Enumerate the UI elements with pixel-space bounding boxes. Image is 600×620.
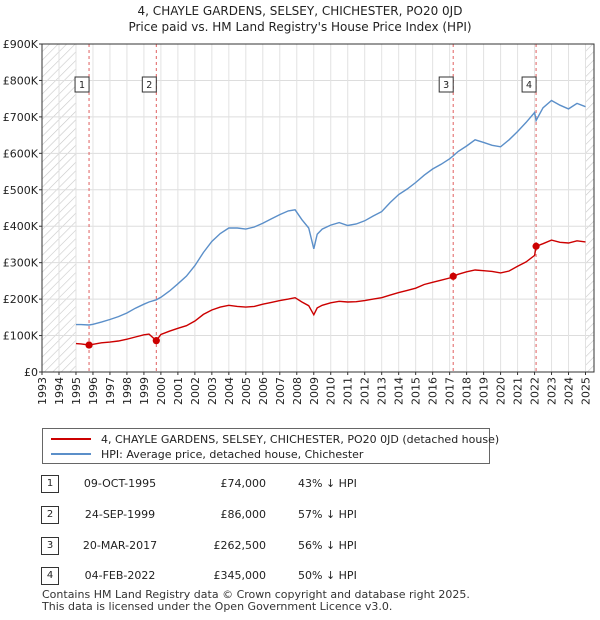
x-tick-label: 2001: [172, 377, 185, 405]
chart-subtitle: Price paid vs. HM Land Registry's House …: [128, 20, 472, 34]
plot-frame: [41, 43, 595, 373]
sale-number-badge: 2: [41, 506, 59, 524]
legend-swatch-hpi: [51, 453, 91, 455]
sale-marker-box: [74, 76, 90, 93]
x-tick-label: 2023: [546, 377, 559, 405]
sale-marker-box: [521, 76, 537, 93]
x-tick-label: 2017: [444, 377, 457, 405]
x-tick-label: 2012: [359, 377, 372, 405]
sale-date: 20-MAR-2017: [82, 539, 158, 552]
x-tick-label: 2020: [495, 377, 508, 405]
sale-hpi-diff: 50% ↓ HPI: [298, 569, 357, 582]
hatched-region: [585, 44, 594, 372]
price-chart: 1 2 3 4 £0 £100K £200K £300K £400K £500K £600K £700…: [3, 38, 595, 405]
sale-date: 24-SEP-1999: [84, 508, 156, 521]
x-tick-label: 1999: [138, 377, 151, 405]
sale-date: 09-OCT-1995: [83, 477, 157, 490]
x-tick-label: 1998: [121, 377, 134, 405]
x-tick-label: 2009: [308, 377, 321, 405]
x-tick-label: 2015: [410, 377, 423, 405]
x-tick-label: 1997: [104, 377, 117, 405]
y-tick-label: £800K: [3, 74, 39, 87]
y-tick-label: £300K: [3, 257, 39, 270]
y-tick-label: £0: [24, 366, 38, 379]
footer-line-licence: This data is licensed under the Open Gov…: [42, 600, 393, 613]
sale-number-badge: 3: [41, 537, 59, 555]
y-tick-label: £100K: [3, 330, 39, 343]
x-tick-label: 2021: [512, 377, 525, 405]
sale-hpi-diff: 43% ↓ HPI: [298, 477, 357, 490]
sale-marker-box: [141, 76, 157, 93]
plot-background: [42, 44, 594, 372]
hpi-line: [76, 99, 586, 326]
x-tick-label: 2019: [478, 377, 491, 405]
sale-point: [532, 242, 540, 250]
x-tick-label: 2006: [257, 377, 270, 405]
x-tick-label: 1995: [70, 377, 83, 405]
y-tick-label: £200K: [3, 293, 39, 306]
sale-number-badge: 1: [41, 475, 59, 493]
sale-price: £86,000: [220, 508, 267, 521]
sale-marker-label: 4: [526, 80, 532, 91]
footer-line-copyright: Contains HM Land Registry data © Crown c…: [42, 588, 470, 601]
legend-label-property: 4, CHAYLE GARDENS, SELSEY, CHICHESTER, P…: [101, 432, 500, 446]
x-tick-label: 2005: [240, 377, 253, 405]
sale-marker-label: 1: [79, 80, 85, 91]
y-tick-label: £700K: [3, 111, 39, 124]
chart-legend: 4, CHAYLE GARDENS, SELSEY, CHICHESTER, P…: [42, 428, 499, 464]
legend-item-property: 4, CHAYLE GARDENS, SELSEY, CHICHESTER, P…: [51, 431, 499, 447]
x-tick-label: 2022: [529, 377, 542, 405]
x-tick-label: 2016: [427, 377, 440, 405]
x-tick-label: 2018: [461, 377, 474, 405]
sale-marker-box: [438, 76, 454, 93]
x-tick-label: 2011: [342, 377, 355, 405]
chart-title: 4, CHAYLE GARDENS, SELSEY, CHICHESTER, P…: [137, 4, 463, 18]
legend-label-hpi: HPI: Average price, detached house, Chic…: [101, 447, 364, 461]
footer-attribution: Contains HM Land Registry data © Crown c…: [42, 589, 470, 613]
x-tick-label: 1996: [87, 377, 100, 405]
sale-date: 04-FEB-2022: [84, 569, 156, 582]
sale-hpi-diff: 56% ↓ HPI: [298, 539, 357, 552]
x-tick-label: 1993: [36, 377, 49, 405]
y-tick-label: £900K: [3, 38, 39, 51]
x-tick-label: 2004: [223, 377, 236, 405]
y-tick-label: £500K: [3, 184, 39, 197]
y-tick-label: £600K: [3, 147, 39, 160]
sale-point: [449, 272, 457, 280]
x-tick-label: 2008: [291, 377, 304, 405]
sale-marker-label: 2: [146, 80, 152, 91]
sale-price: £74,000: [220, 477, 267, 490]
x-tick-label: 2000: [155, 377, 168, 405]
legend-item-hpi: HPI: Average price, detached house, Chic…: [51, 446, 363, 462]
x-tick-label: 2002: [189, 377, 202, 405]
sale-number-badge: 4: [41, 567, 59, 585]
sales-table-row: 1 09-OCT-1995 £74,000 43% ↓ HPI: [0, 474, 600, 494]
chart-title-block: 4, CHAYLE GARDENS, SELSEY, CHICHESTER, P…: [0, 3, 600, 35]
x-tick-label: 2010: [325, 377, 338, 405]
y-tick-label: £400K: [3, 220, 39, 233]
x-tick-label: 2024: [563, 377, 576, 405]
x-tick-label: 1994: [53, 377, 66, 405]
legend-swatch-property: [51, 438, 91, 440]
x-tick-label: 2013: [376, 377, 389, 405]
sales-table-row: 2 24-SEP-1999 £86,000 57% ↓ HPI: [0, 505, 600, 525]
sales-table-row: 3 20-MAR-2017 £262,500 56% ↓ HPI: [0, 536, 600, 556]
sale-hpi-diff: 57% ↓ HPI: [298, 508, 357, 521]
x-tick-label: 2003: [206, 377, 219, 405]
sale-price: £262,500: [213, 539, 267, 552]
x-tick-label: 2007: [274, 377, 287, 405]
sale-price: £345,000: [213, 569, 267, 582]
sale-point: [85, 341, 93, 349]
x-tick-label: 2014: [393, 377, 406, 405]
sales-table-row: 4 04-FEB-2022 £345,000 50% ↓ HPI: [0, 566, 600, 586]
sale-marker-label: 3: [443, 80, 449, 91]
sale-point: [152, 337, 160, 345]
x-tick-label: 2025: [580, 377, 593, 405]
